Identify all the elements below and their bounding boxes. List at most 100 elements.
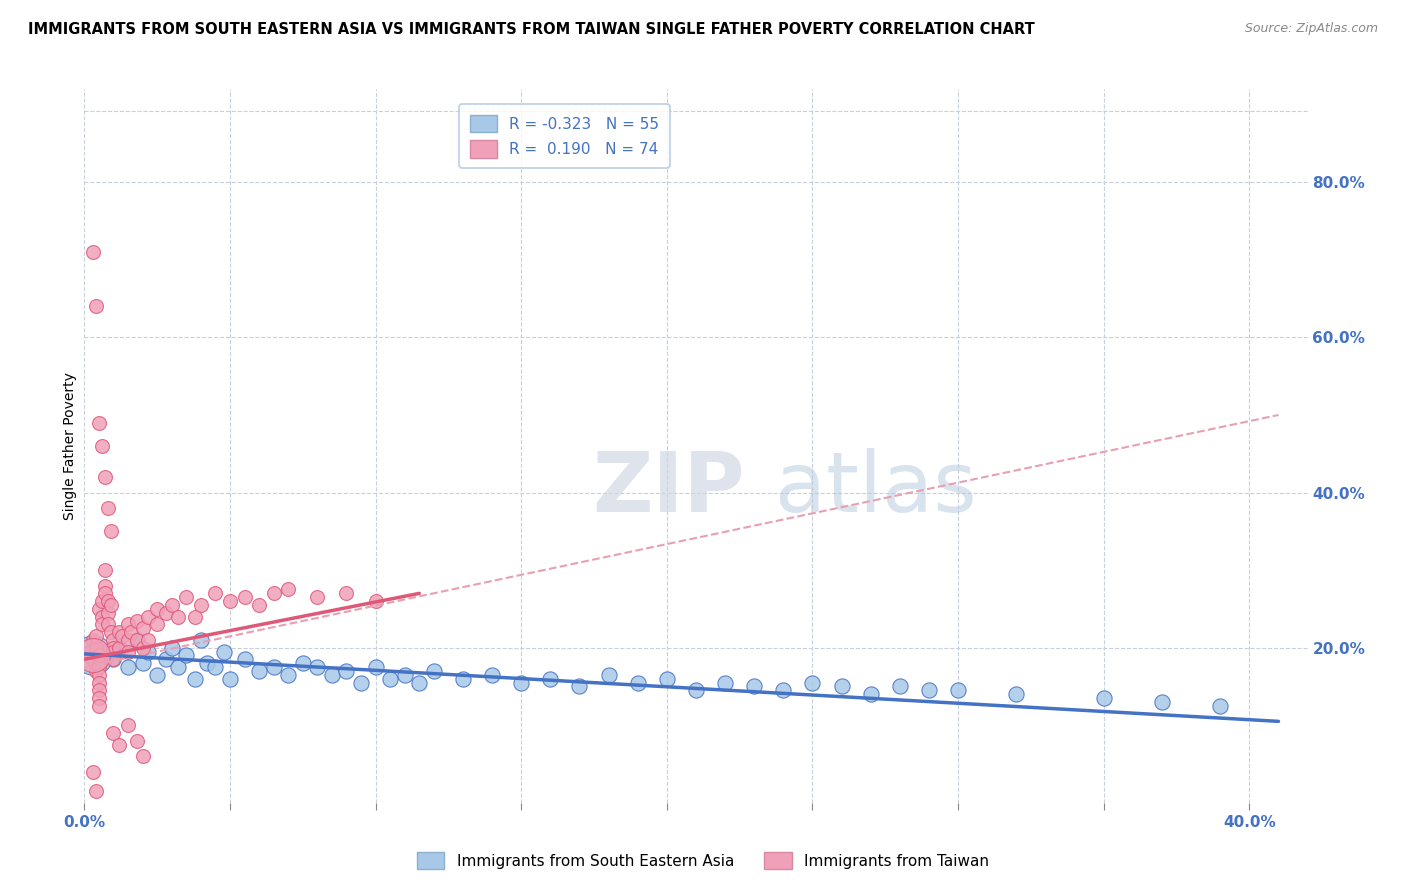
Point [84, 640, 107, 655]
Point [82, 764, 104, 779]
Point [481, 668, 503, 682]
Point [423, 664, 446, 678]
Point [87, 648, 110, 663]
Point [146, 617, 169, 632]
Legend: R = -0.323   N = 55, R =  0.190   N = 74: R = -0.323 N = 55, R = 0.190 N = 74 [458, 104, 671, 169]
Point [394, 668, 416, 682]
Point [108, 625, 131, 640]
Point [335, 664, 357, 678]
Point [146, 668, 169, 682]
Point [87, 691, 110, 706]
Legend: Immigrants from South Eastern Asia, Immigrants from Taiwan: Immigrants from South Eastern Asia, Immi… [411, 846, 995, 875]
Point [263, 660, 285, 674]
Point [108, 640, 131, 655]
Point [277, 582, 299, 597]
Point [160, 640, 183, 655]
Point [87, 675, 110, 690]
Point [307, 660, 329, 674]
Point [87, 416, 110, 430]
Point [103, 644, 125, 658]
Point [100, 598, 122, 612]
Point [125, 632, 148, 647]
Point [859, 687, 882, 701]
Point [82, 648, 104, 663]
Text: ZIP: ZIP [592, 449, 745, 529]
Point [627, 675, 650, 690]
Point [97, 501, 120, 516]
Point [87, 698, 110, 713]
Point [131, 640, 153, 655]
Point [538, 672, 561, 686]
Point [87, 660, 110, 674]
Point [291, 656, 314, 670]
Text: atlas: atlas [776, 449, 977, 529]
Point [772, 683, 794, 698]
Point [117, 718, 139, 732]
Point [84, 629, 107, 643]
Point [100, 524, 122, 539]
Point [103, 632, 125, 647]
Point [87, 648, 110, 663]
Point [138, 632, 160, 647]
Point [90, 617, 112, 632]
Point [108, 640, 131, 655]
Point [946, 683, 969, 698]
Point [90, 609, 112, 624]
Point [190, 598, 212, 612]
Point [1209, 698, 1232, 713]
Point [103, 652, 125, 666]
Point [155, 606, 177, 620]
Point [138, 644, 160, 658]
Point [108, 738, 131, 752]
Point [247, 664, 270, 678]
Y-axis label: Single Father Poverty: Single Father Poverty [63, 372, 77, 520]
Point [87, 656, 110, 670]
Point [120, 625, 142, 640]
Point [655, 672, 678, 686]
Point [131, 656, 153, 670]
Point [87, 668, 110, 682]
Point [714, 675, 737, 690]
Point [84, 664, 107, 678]
Point [131, 749, 153, 764]
Point [97, 617, 120, 632]
Point [219, 594, 242, 608]
Point [87, 683, 110, 698]
Point [408, 675, 430, 690]
Point [117, 617, 139, 632]
Point [831, 680, 853, 694]
Point [174, 591, 197, 605]
Point [889, 680, 911, 694]
Point [100, 625, 122, 640]
Point [321, 668, 343, 682]
Point [350, 675, 373, 690]
Point [918, 683, 941, 698]
Point [263, 586, 285, 600]
Point [166, 609, 188, 624]
Point [364, 660, 387, 674]
Point [212, 644, 235, 658]
Point [117, 660, 139, 674]
Point [335, 586, 357, 600]
Point [510, 675, 533, 690]
Point [93, 579, 115, 593]
Point [103, 726, 125, 740]
Point [93, 470, 115, 484]
Point [184, 672, 207, 686]
Point [174, 648, 197, 663]
Point [233, 591, 256, 605]
Point [82, 648, 104, 663]
Point [204, 586, 226, 600]
Point [103, 640, 125, 655]
Point [97, 644, 120, 658]
Point [82, 245, 104, 260]
Point [155, 652, 177, 666]
Point [103, 652, 125, 666]
Point [364, 594, 387, 608]
Point [247, 598, 270, 612]
Point [82, 652, 104, 666]
Point [1092, 691, 1115, 706]
Point [131, 621, 153, 635]
Point [685, 683, 707, 698]
Point [111, 629, 134, 643]
